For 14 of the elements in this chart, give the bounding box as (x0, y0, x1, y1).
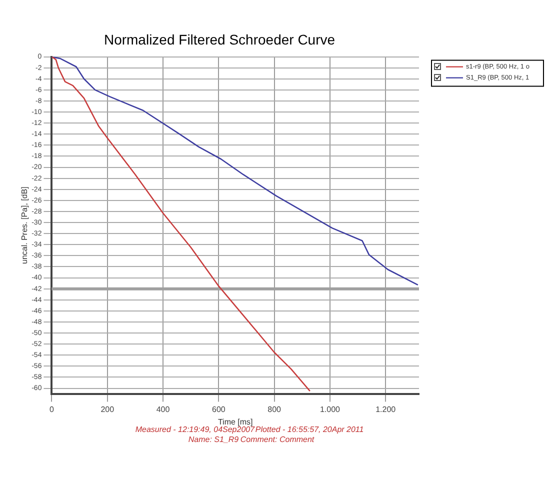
x-tick-label: 1.200 (376, 404, 396, 414)
x-tick-label: 600 (212, 404, 226, 414)
text: Measured - 12:19:49, 04Sep2007 (135, 425, 256, 434)
text: Plotted - 16:55:57, 20Apr 2011 (255, 425, 364, 434)
y-axis-title: uncal. Pres. [Pa], [dB] (20, 186, 30, 264)
x-tick-label: 800 (268, 404, 282, 414)
x-tick-label: 200 (100, 404, 115, 414)
chart-title: Normalized Filtered Schroeder Curve (104, 31, 336, 48)
text: Comment: Comment (240, 435, 315, 444)
x-axis-title: Time [ms] (218, 417, 253, 426)
x-tick-label: 400 (156, 404, 170, 414)
x-tick-label: 1.000 (320, 404, 341, 414)
x-tick-label: 0 (49, 404, 54, 414)
text: Name: S1_R9 (188, 435, 240, 444)
